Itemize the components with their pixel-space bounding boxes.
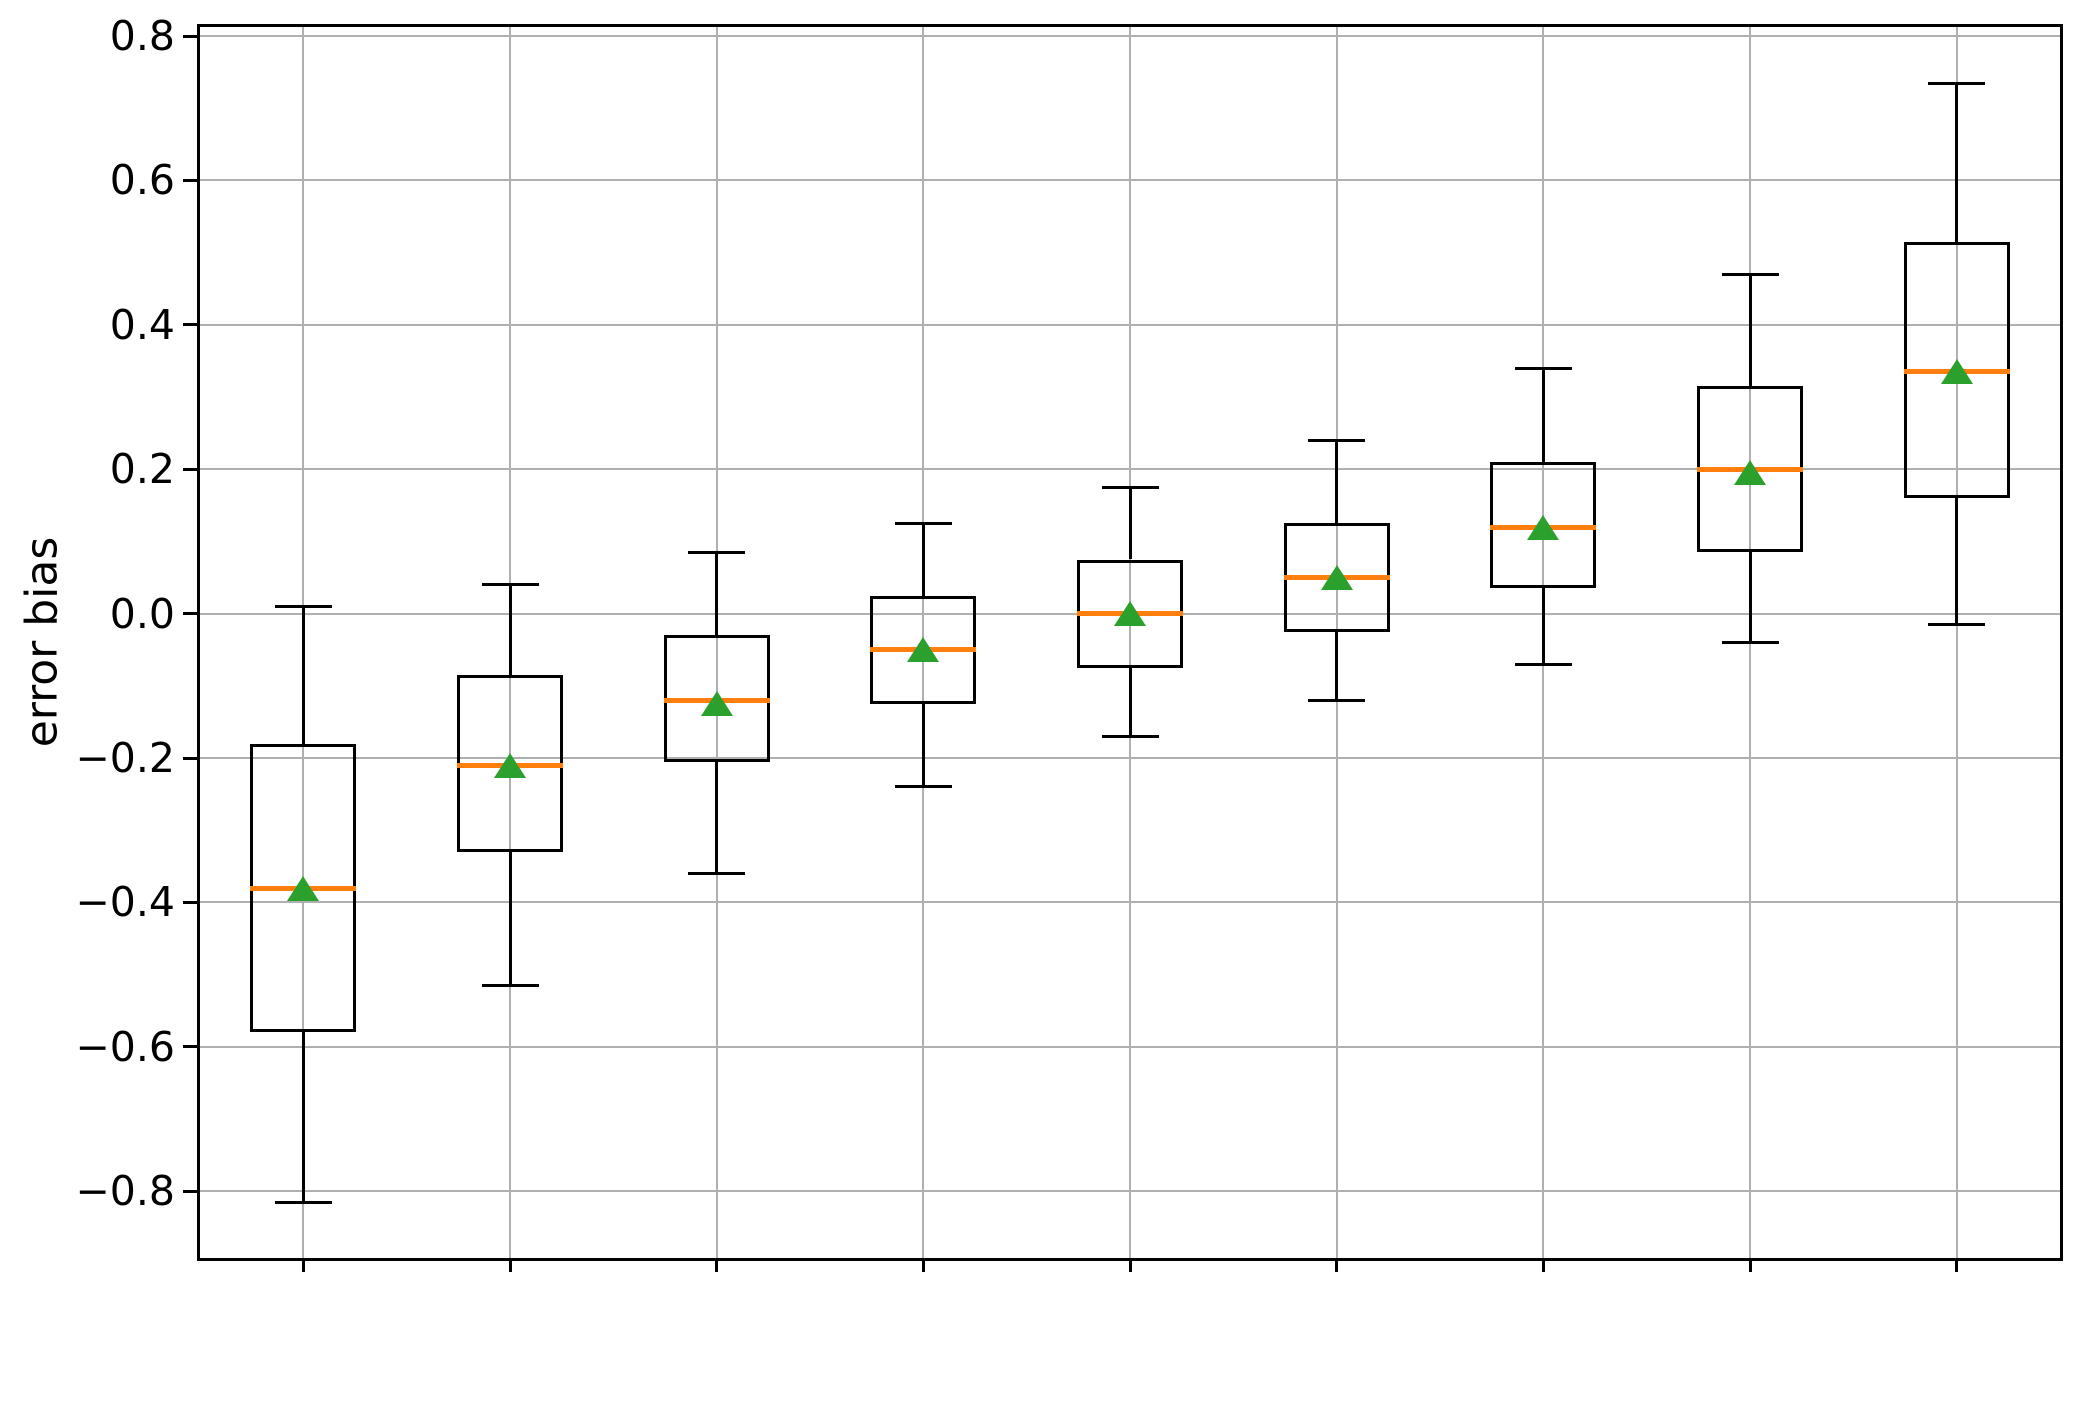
x-tick: [301, 1258, 305, 1272]
mean-triangle-marker: [1734, 460, 1766, 486]
x-tick: [715, 1258, 719, 1272]
x-tick: [1748, 1258, 1752, 1272]
y-tick: [183, 1045, 197, 1049]
upper-whisker: [1955, 83, 1959, 242]
lower-whisker: [1748, 552, 1752, 643]
lower-whisker: [301, 1032, 305, 1203]
y-tick: [183, 178, 197, 182]
upper-whisker-cap: [1721, 272, 1779, 276]
upper-whisker-cap: [481, 583, 539, 587]
upper-whisker: [508, 584, 512, 675]
y-tick-label: 0.2: [109, 445, 175, 494]
upper-whisker: [1335, 440, 1339, 524]
lower-whisker: [1335, 631, 1339, 701]
lower-whisker: [1955, 498, 1959, 625]
upper-whisker-cap: [1928, 81, 1986, 85]
mean-triangle-marker: [907, 637, 940, 663]
y-tick: [183, 756, 197, 760]
upper-whisker: [1128, 487, 1132, 560]
x-tick: [1955, 1258, 1959, 1272]
y-tick: [183, 900, 197, 904]
lower-whisker: [921, 703, 925, 787]
y-tick: [183, 1189, 197, 1193]
x-tick: [508, 1258, 512, 1272]
upper-whisker-cap: [894, 521, 952, 525]
mean-triangle-marker: [1527, 514, 1560, 540]
lower-whisker: [508, 851, 512, 986]
upper-whisker: [921, 523, 925, 596]
mean-triangle-marker: [1940, 359, 1973, 385]
lower-whisker-cap: [274, 1200, 332, 1204]
upper-whisker-cap: [1101, 485, 1159, 489]
upper-whisker-cap: [1308, 438, 1366, 442]
lower-whisker: [1128, 667, 1132, 737]
upper-whisker-cap: [274, 604, 332, 608]
x-gridline: [715, 27, 718, 1258]
mean-triangle-marker: [1320, 565, 1353, 590]
y-tick-label: −0.8: [75, 1167, 175, 1216]
x-tick: [1541, 1258, 1545, 1272]
upper-whisker: [301, 606, 305, 744]
y-tick-label: 0.8: [109, 12, 175, 60]
x-tick: [921, 1258, 925, 1272]
y-tick-label: 0.0: [109, 589, 175, 638]
x-tick: [1335, 1258, 1339, 1272]
upper-whisker: [1748, 274, 1752, 387]
x-gridline: [1955, 27, 1958, 1258]
mean-triangle-marker: [287, 875, 320, 901]
x-gridline: [1129, 27, 1131, 1258]
upper-whisker-cap: [1514, 366, 1572, 370]
y-tick: [183, 467, 197, 471]
lower-whisker: [1541, 588, 1545, 665]
upper-whisker: [1541, 368, 1545, 462]
y-tick-label: −0.2: [75, 734, 175, 782]
lower-whisker-cap: [481, 983, 539, 987]
lower-whisker-cap: [894, 785, 952, 789]
lower-whisker-cap: [1721, 641, 1779, 644]
lower-whisker-cap: [1308, 698, 1366, 702]
y-tick: [183, 34, 197, 38]
lower-whisker-cap: [688, 872, 746, 875]
y-tick: [183, 323, 197, 327]
y-axis-label: error bias: [16, 536, 68, 748]
mean-triangle-marker: [494, 752, 526, 778]
lower-whisker-cap: [1101, 734, 1159, 738]
lower-whisker-cap: [1514, 662, 1572, 666]
y-tick-label: 0.4: [109, 300, 175, 349]
y-tick-label: 0.6: [109, 156, 175, 205]
y-tick-label: −0.4: [75, 878, 175, 927]
y-tick-label: −0.6: [75, 1022, 175, 1071]
upper-whisker-cap: [688, 550, 746, 554]
lower-whisker-cap: [1928, 623, 1986, 626]
mean-triangle-marker: [700, 691, 733, 717]
y-tick: [183, 612, 197, 616]
mean-triangle-marker: [1114, 601, 1146, 627]
x-tick: [1128, 1258, 1132, 1272]
upper-whisker: [715, 552, 719, 636]
lower-whisker: [715, 761, 719, 874]
